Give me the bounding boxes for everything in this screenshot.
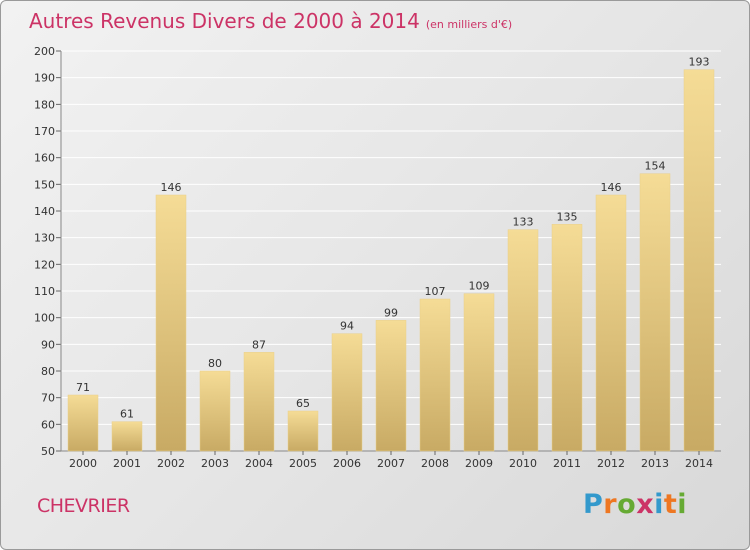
y-tick-label: 90 <box>41 338 55 351</box>
data-label: 193 <box>689 56 710 69</box>
y-tick-label: 50 <box>41 445 55 458</box>
data-label: 61 <box>120 408 134 421</box>
data-label: 133 <box>513 216 534 229</box>
bar <box>507 229 539 452</box>
chart-subtitle: (en milliers d'€) <box>425 18 513 31</box>
y-tick-label: 130 <box>34 232 55 245</box>
x-tick-label: 2006 <box>333 457 361 470</box>
bar <box>375 320 407 452</box>
bar <box>67 394 99 452</box>
bar <box>551 224 583 452</box>
bar <box>331 333 363 452</box>
data-label: 65 <box>296 397 310 410</box>
x-tick-label: 2010 <box>509 457 537 470</box>
x-tick-label: 2012 <box>597 457 625 470</box>
data-label: 80 <box>208 357 222 370</box>
logo-letter: o <box>617 489 637 520</box>
y-tick-label: 180 <box>34 98 55 111</box>
x-tick-label: 2011 <box>553 457 581 470</box>
bar <box>243 352 275 452</box>
y-tick-label: 120 <box>34 258 55 271</box>
bar <box>199 370 231 452</box>
y-tick-label: 70 <box>41 392 55 405</box>
logo-letter: x <box>636 489 655 520</box>
logo-letter: i <box>654 489 664 520</box>
bar <box>463 293 495 452</box>
y-tick-label: 80 <box>41 365 55 378</box>
x-tick-label: 2008 <box>421 457 449 470</box>
x-tick-label: 2007 <box>377 457 405 470</box>
bar <box>419 298 451 452</box>
bar <box>683 69 715 452</box>
data-label: 71 <box>76 381 90 394</box>
data-label: 109 <box>469 280 490 293</box>
x-tick-label: 2014 <box>685 457 713 470</box>
x-tick-label: 2002 <box>157 457 185 470</box>
y-tick-label: 190 <box>34 72 55 85</box>
proxiti-logo[interactable]: Proxiti <box>583 489 687 520</box>
x-tick-label: 2013 <box>641 457 669 470</box>
chart-title: Autres Revenus Divers de 2000 à 2014 (en … <box>29 9 512 33</box>
data-label: 146 <box>601 181 622 194</box>
y-tick-label: 140 <box>34 205 55 218</box>
chart-title-text: Autres Revenus Divers de 2000 à 2014 <box>29 9 420 33</box>
logo-letter: P <box>583 489 604 520</box>
y-tick-label: 200 <box>34 45 55 58</box>
bar <box>639 173 671 452</box>
logo-letter: t <box>663 489 678 520</box>
x-tick-label: 2003 <box>201 457 229 470</box>
data-label: 99 <box>384 306 398 319</box>
y-tick-label: 100 <box>34 312 55 325</box>
x-tick-label: 2001 <box>113 457 141 470</box>
data-label: 135 <box>557 210 578 223</box>
bar <box>595 194 627 452</box>
y-tick-label: 160 <box>34 152 55 165</box>
x-tick-label: 2009 <box>465 457 493 470</box>
commune-name: CHEVRIER <box>37 495 130 517</box>
data-label: 94 <box>340 320 354 333</box>
y-tick-label: 170 <box>34 125 55 138</box>
y-tick-label: 150 <box>34 178 55 191</box>
x-tick-label: 2000 <box>69 457 97 470</box>
bar <box>111 421 143 452</box>
x-tick-label: 2005 <box>289 457 317 470</box>
x-tick-label: 2004 <box>245 457 273 470</box>
bar <box>155 194 187 452</box>
y-tick-label: 110 <box>34 285 55 298</box>
data-label: 87 <box>252 338 266 351</box>
data-label: 154 <box>645 160 666 173</box>
logo-letter: i <box>677 489 688 520</box>
bar <box>287 410 319 452</box>
y-tick-label: 60 <box>41 418 55 431</box>
data-label: 107 <box>425 285 446 298</box>
logo-letter: r <box>603 489 618 520</box>
data-label: 146 <box>161 181 182 194</box>
